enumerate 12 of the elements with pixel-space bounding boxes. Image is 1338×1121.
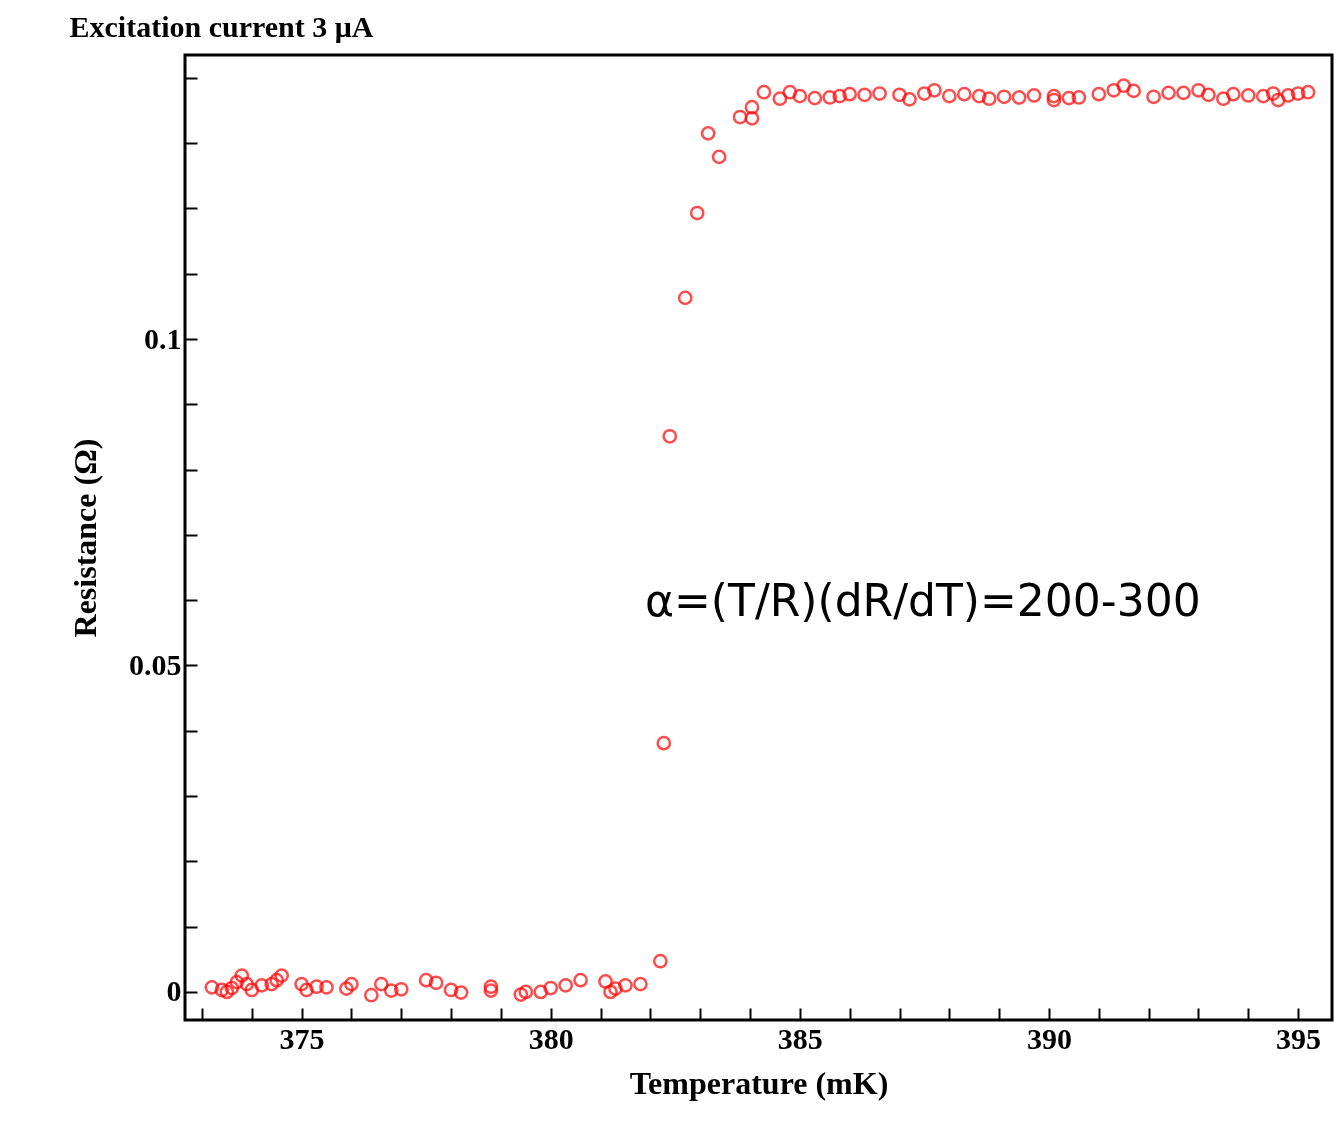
x-tick-label: 380 — [528, 1021, 574, 1055]
x-tick-label: 390 — [1026, 1021, 1072, 1055]
x-tick-label: 375 — [279, 1021, 325, 1055]
annotation: α=(T/R)(dR/dT)=200-300 — [645, 575, 1201, 626]
x-axis-title: Temperature (mK) — [629, 1064, 889, 1101]
x-tick-label: 385 — [777, 1021, 823, 1055]
chart-title: Excitation current 3 μA — [69, 10, 374, 43]
y-tick-label: 0 — [166, 974, 182, 1008]
y-tick-label: 0.1 — [144, 321, 182, 355]
y-tick-label: 0.05 — [129, 647, 182, 681]
y-axis-title: Resistance (Ω) — [67, 438, 103, 638]
x-tick-label: 395 — [1276, 1021, 1322, 1055]
